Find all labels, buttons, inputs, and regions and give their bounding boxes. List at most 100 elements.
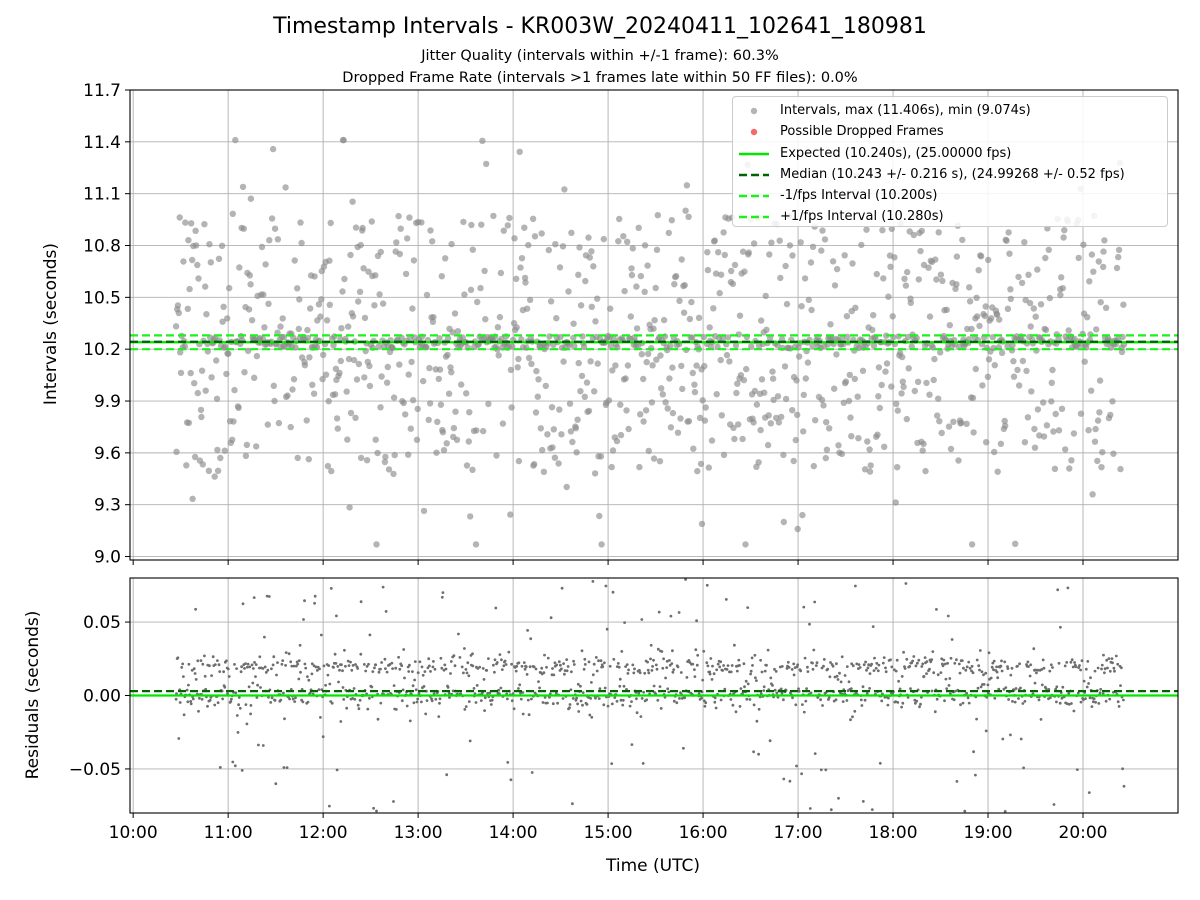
- residual-point: [1078, 664, 1081, 667]
- interval-point: [878, 381, 885, 389]
- residual-point: [749, 672, 752, 676]
- interval-point: [748, 343, 755, 350]
- interval-point: [556, 264, 564, 271]
- residual-point: [426, 666, 430, 670]
- residual-point: [621, 698, 625, 702]
- interval-point: [572, 425, 580, 432]
- residual-point: [328, 804, 331, 808]
- interval-point: [330, 342, 337, 349]
- residual-point: [530, 697, 533, 701]
- interval-point: [1098, 464, 1105, 471]
- interval-point: [390, 470, 397, 478]
- residual-point: [953, 661, 957, 665]
- residual-point: [244, 662, 247, 665]
- residual-point: [336, 665, 340, 668]
- residual-point: [249, 704, 253, 707]
- residual-point: [500, 668, 504, 671]
- interval-point: [873, 270, 880, 278]
- interval-point: [1032, 313, 1039, 320]
- interval-point: [1094, 417, 1102, 424]
- residual-point: [198, 696, 201, 700]
- residual-point: [943, 699, 946, 703]
- residual-point: [908, 665, 912, 668]
- residual-point: [549, 616, 553, 620]
- residual-point: [288, 697, 291, 701]
- residual-point: [1035, 671, 1038, 675]
- interval-point: [790, 457, 797, 465]
- residual-point: [366, 707, 370, 711]
- interval-point: [365, 268, 372, 275]
- interval-point: [1088, 387, 1095, 394]
- residual-point: [1049, 696, 1052, 699]
- residual-point: [729, 670, 733, 674]
- residual-point: [788, 779, 792, 783]
- residual-point: [1122, 784, 1126, 788]
- interval-point: [880, 275, 887, 282]
- interval-point: [523, 305, 531, 312]
- residual-point: [659, 707, 663, 710]
- interval-point: [688, 334, 696, 341]
- residual-point: [827, 696, 831, 699]
- residual-point: [650, 669, 654, 672]
- residual-point: [1021, 702, 1025, 705]
- residual-point: [254, 675, 257, 678]
- residual-point: [263, 665, 267, 669]
- residual-point: [695, 663, 699, 667]
- residual-point: [266, 668, 270, 672]
- interval-point: [701, 362, 708, 370]
- residual-point: [226, 667, 230, 671]
- residual-point: [726, 664, 730, 667]
- interval-point: [761, 389, 768, 396]
- residual-point: [849, 687, 853, 690]
- residual-point: [187, 683, 190, 687]
- residual-point: [687, 659, 691, 662]
- residual-point: [511, 692, 515, 695]
- residual-point: [488, 691, 492, 695]
- interval-point: [318, 296, 325, 303]
- residual-point: [858, 666, 862, 669]
- interval-point: [1061, 227, 1068, 234]
- residual-point: [296, 662, 300, 666]
- residual-point: [948, 677, 952, 680]
- interval-point: [535, 376, 542, 383]
- interval-point: [444, 351, 451, 359]
- interval-point: [669, 409, 677, 417]
- residual-point: [203, 654, 206, 658]
- residual-point: [351, 664, 355, 667]
- interval-point: [799, 511, 806, 519]
- interval-point: [823, 446, 831, 453]
- interval-point: [182, 219, 189, 226]
- residual-point: [769, 676, 773, 680]
- interval-point: [881, 443, 888, 450]
- interval-point: [396, 250, 403, 258]
- residual-point: [261, 744, 265, 747]
- residual-point: [991, 661, 995, 665]
- interval-point: [226, 284, 233, 292]
- interval-point: [1042, 254, 1049, 262]
- interval-point: [1009, 342, 1016, 349]
- interval-point: [467, 286, 475, 293]
- residual-point: [380, 661, 383, 664]
- residual-point: [1040, 683, 1044, 687]
- residual-point: [428, 664, 431, 668]
- residual-point: [263, 635, 266, 639]
- residual-point: [909, 687, 912, 690]
- residual-point: [289, 660, 293, 664]
- residual-point: [667, 690, 671, 694]
- interval-point: [904, 268, 911, 276]
- interval-point: [998, 349, 1006, 357]
- residual-point: [642, 690, 645, 694]
- residual-point: [1101, 692, 1105, 696]
- interval-point: [1084, 314, 1091, 321]
- residual-point: [836, 678, 840, 681]
- residual-point: [961, 701, 965, 705]
- residual-point: [696, 653, 700, 657]
- interval-point: [628, 271, 636, 279]
- residual-point: [894, 700, 898, 703]
- residual-point: [903, 667, 907, 670]
- interval-point: [1010, 358, 1017, 365]
- residual-point: [877, 663, 881, 667]
- residual-point: [483, 709, 486, 712]
- residual-point: [517, 687, 520, 690]
- residual-point: [897, 679, 900, 683]
